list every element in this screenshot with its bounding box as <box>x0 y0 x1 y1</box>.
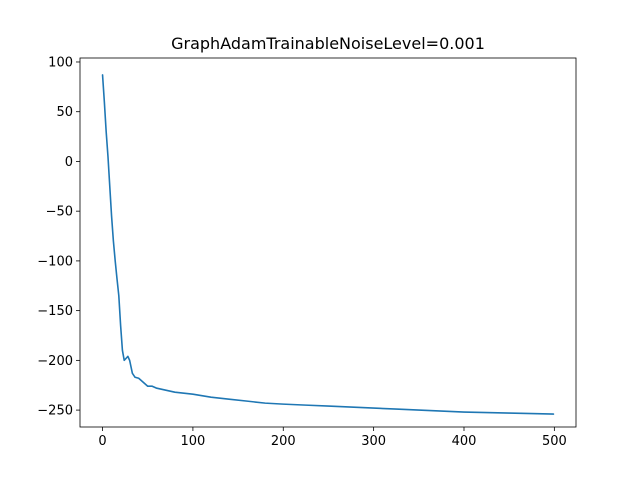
y-tick-label: 50 <box>56 105 73 120</box>
chart-title: GraphAdamTrainableNoiseLevel=0.001 <box>171 34 485 53</box>
x-tick-label: 400 <box>452 434 477 449</box>
series-layer <box>101 74 555 415</box>
y-tick-label: −250 <box>37 404 73 419</box>
y-tick-label: −100 <box>37 254 73 269</box>
y-tick-label: −200 <box>37 354 73 369</box>
series-line <box>101 74 555 415</box>
x-tick-label: 0 <box>98 434 106 449</box>
y-tick-label: −50 <box>46 205 73 220</box>
y-axis: 100 50 0 −50 −100 −150 −200 −250 <box>37 55 80 419</box>
x-tick-label: 300 <box>361 434 386 449</box>
y-tick-label: 0 <box>65 155 73 170</box>
x-tick-label: 500 <box>542 434 567 449</box>
y-tick-label: −150 <box>37 304 73 319</box>
plot-area-frame <box>79 57 577 428</box>
y-tick-label: 100 <box>48 55 73 70</box>
x-tick-label: 200 <box>271 434 296 449</box>
x-tick-label: 100 <box>180 434 205 449</box>
x-axis: 0 100 200 300 400 500 <box>98 427 567 449</box>
